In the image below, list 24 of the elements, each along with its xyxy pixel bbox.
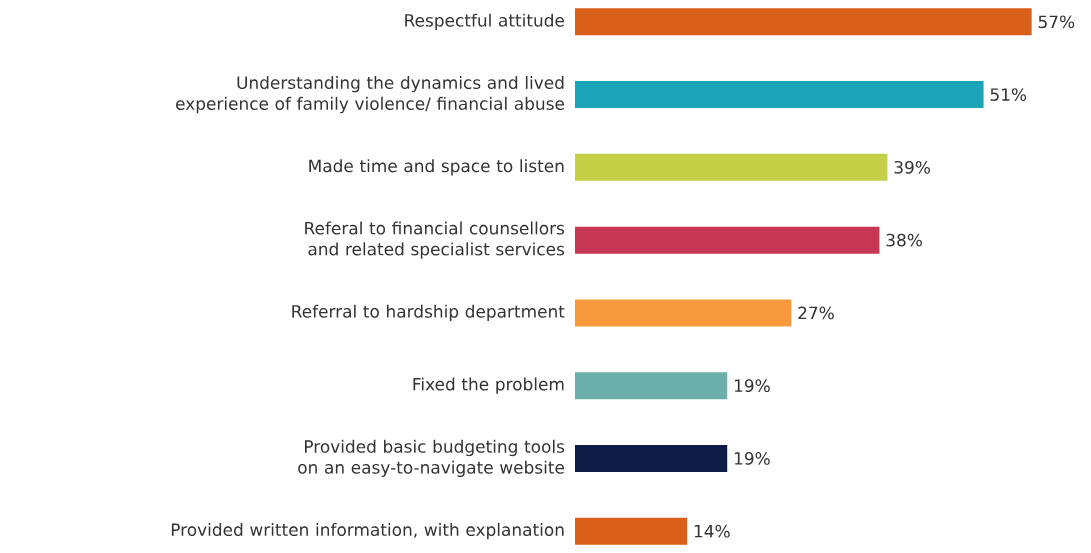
data-label: 19% bbox=[734, 452, 770, 465]
data-label: 38% bbox=[886, 233, 922, 247]
y-tick-label: Provided basic budgeting tools on an easy-to-navigate website bbox=[298, 439, 565, 478]
bar bbox=[575, 153, 888, 181]
y-tick-label: Referral to hardship department bbox=[292, 304, 565, 322]
bar bbox=[575, 226, 880, 254]
bar bbox=[575, 81, 984, 109]
bar bbox=[575, 8, 1032, 36]
data-label: 14% bbox=[694, 524, 730, 538]
y-tick-label: Provided written information, with explanation bbox=[171, 522, 564, 540]
data-label: 27% bbox=[798, 306, 834, 320]
bar bbox=[575, 517, 688, 545]
data-label: 19% bbox=[734, 379, 770, 393]
data-label: 57% bbox=[1038, 15, 1075, 29]
bar bbox=[575, 444, 728, 472]
y-tick-label: Understanding the dynamics and lived experience of family violence/ financial abuse bbox=[176, 75, 565, 114]
data-label: 51% bbox=[990, 88, 1027, 101]
y-tick-label: Fixed the problem bbox=[413, 377, 564, 394]
y-tick-label: Made time and space to listen bbox=[309, 159, 564, 176]
bar bbox=[575, 299, 792, 327]
y-tick-label: Respectful attitude bbox=[405, 13, 564, 31]
data-label: 39% bbox=[894, 160, 930, 174]
bar bbox=[575, 372, 728, 400]
y-tick-label: Referal to financial counsellors and related specialist services bbox=[305, 221, 565, 259]
